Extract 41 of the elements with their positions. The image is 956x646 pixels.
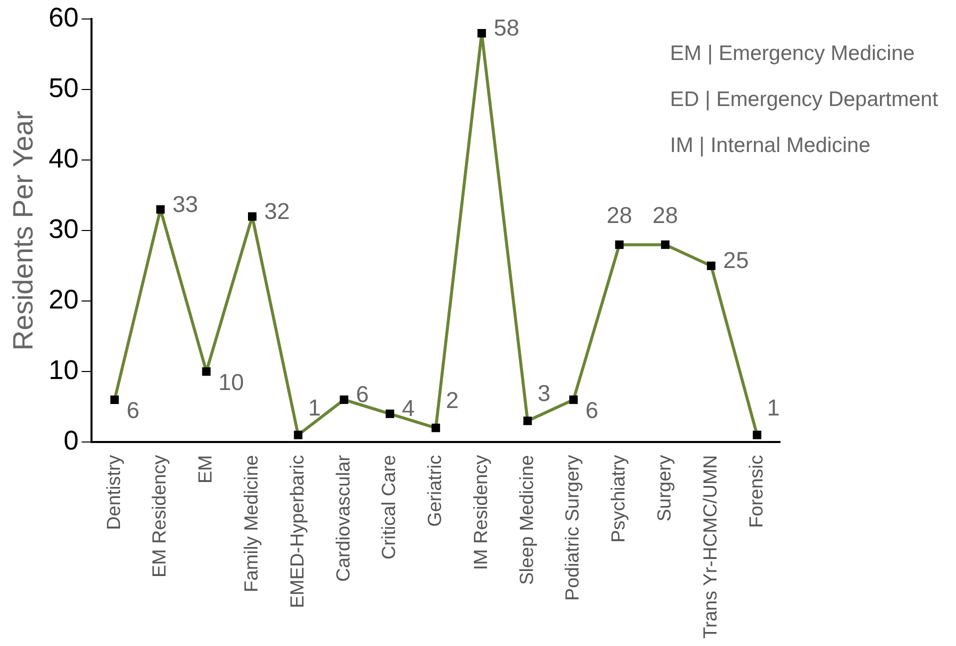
x-tick-label: IM Residency bbox=[470, 454, 492, 570]
annotation: ED | Emergency Department bbox=[670, 88, 938, 111]
x-tick-label: Critical Care bbox=[379, 454, 400, 560]
x-tick-label: Forensic bbox=[746, 454, 768, 528]
y-tick-label: 40 bbox=[48, 144, 79, 174]
data-label: 1 bbox=[308, 394, 321, 420]
data-label: 2 bbox=[446, 387, 459, 414]
annotation: EM | Emergency Medicine bbox=[670, 42, 915, 65]
x-tick-label: EMED-Hyperbaric bbox=[287, 454, 308, 608]
x-tick-label: Cardiovascular bbox=[333, 454, 354, 582]
x-tick-label: Psychiatry bbox=[608, 454, 630, 543]
data-label: 32 bbox=[264, 198, 290, 224]
x-tick-label: Podiatric Surgery bbox=[562, 454, 584, 601]
y-tick-label: 60 bbox=[48, 2, 79, 33]
y-tick-label: 10 bbox=[48, 354, 79, 385]
data-label: 33 bbox=[172, 190, 198, 217]
data-label: 58 bbox=[494, 14, 520, 41]
data-label: 28 bbox=[606, 202, 632, 228]
y-tick-label: 50 bbox=[48, 73, 79, 104]
x-tick-label: Sleep Medicine bbox=[516, 454, 538, 585]
x-tick-label: EM Residency bbox=[150, 454, 171, 578]
data-label: 6 bbox=[126, 397, 140, 424]
data-label: 10 bbox=[218, 368, 244, 395]
data-label: 6 bbox=[585, 397, 598, 424]
x-tick-label: EM bbox=[196, 454, 217, 484]
x-tick-label: Trans Yr-HCMC/UMN bbox=[700, 454, 722, 639]
x-tick-label: Dentistry bbox=[104, 454, 125, 530]
annotation: IM | Internal Medicine bbox=[670, 134, 870, 157]
x-tick-label: Geriatric bbox=[425, 454, 446, 527]
data-label: 3 bbox=[538, 380, 550, 406]
data-label: 28 bbox=[652, 202, 678, 228]
x-tick-label: Surgery bbox=[654, 454, 676, 522]
data-label: 1 bbox=[767, 394, 780, 420]
data-label: 6 bbox=[356, 381, 369, 408]
x-tick-label: Family Medicine bbox=[241, 454, 262, 592]
y-axis-title: Residents Per Year bbox=[8, 110, 39, 350]
y-tick-label: 30 bbox=[48, 214, 79, 244]
data-label: 25 bbox=[723, 247, 749, 274]
y-tick-label: 20 bbox=[48, 284, 79, 315]
data-label: 4 bbox=[402, 395, 415, 422]
y-tick-label: 0 bbox=[64, 425, 79, 456]
